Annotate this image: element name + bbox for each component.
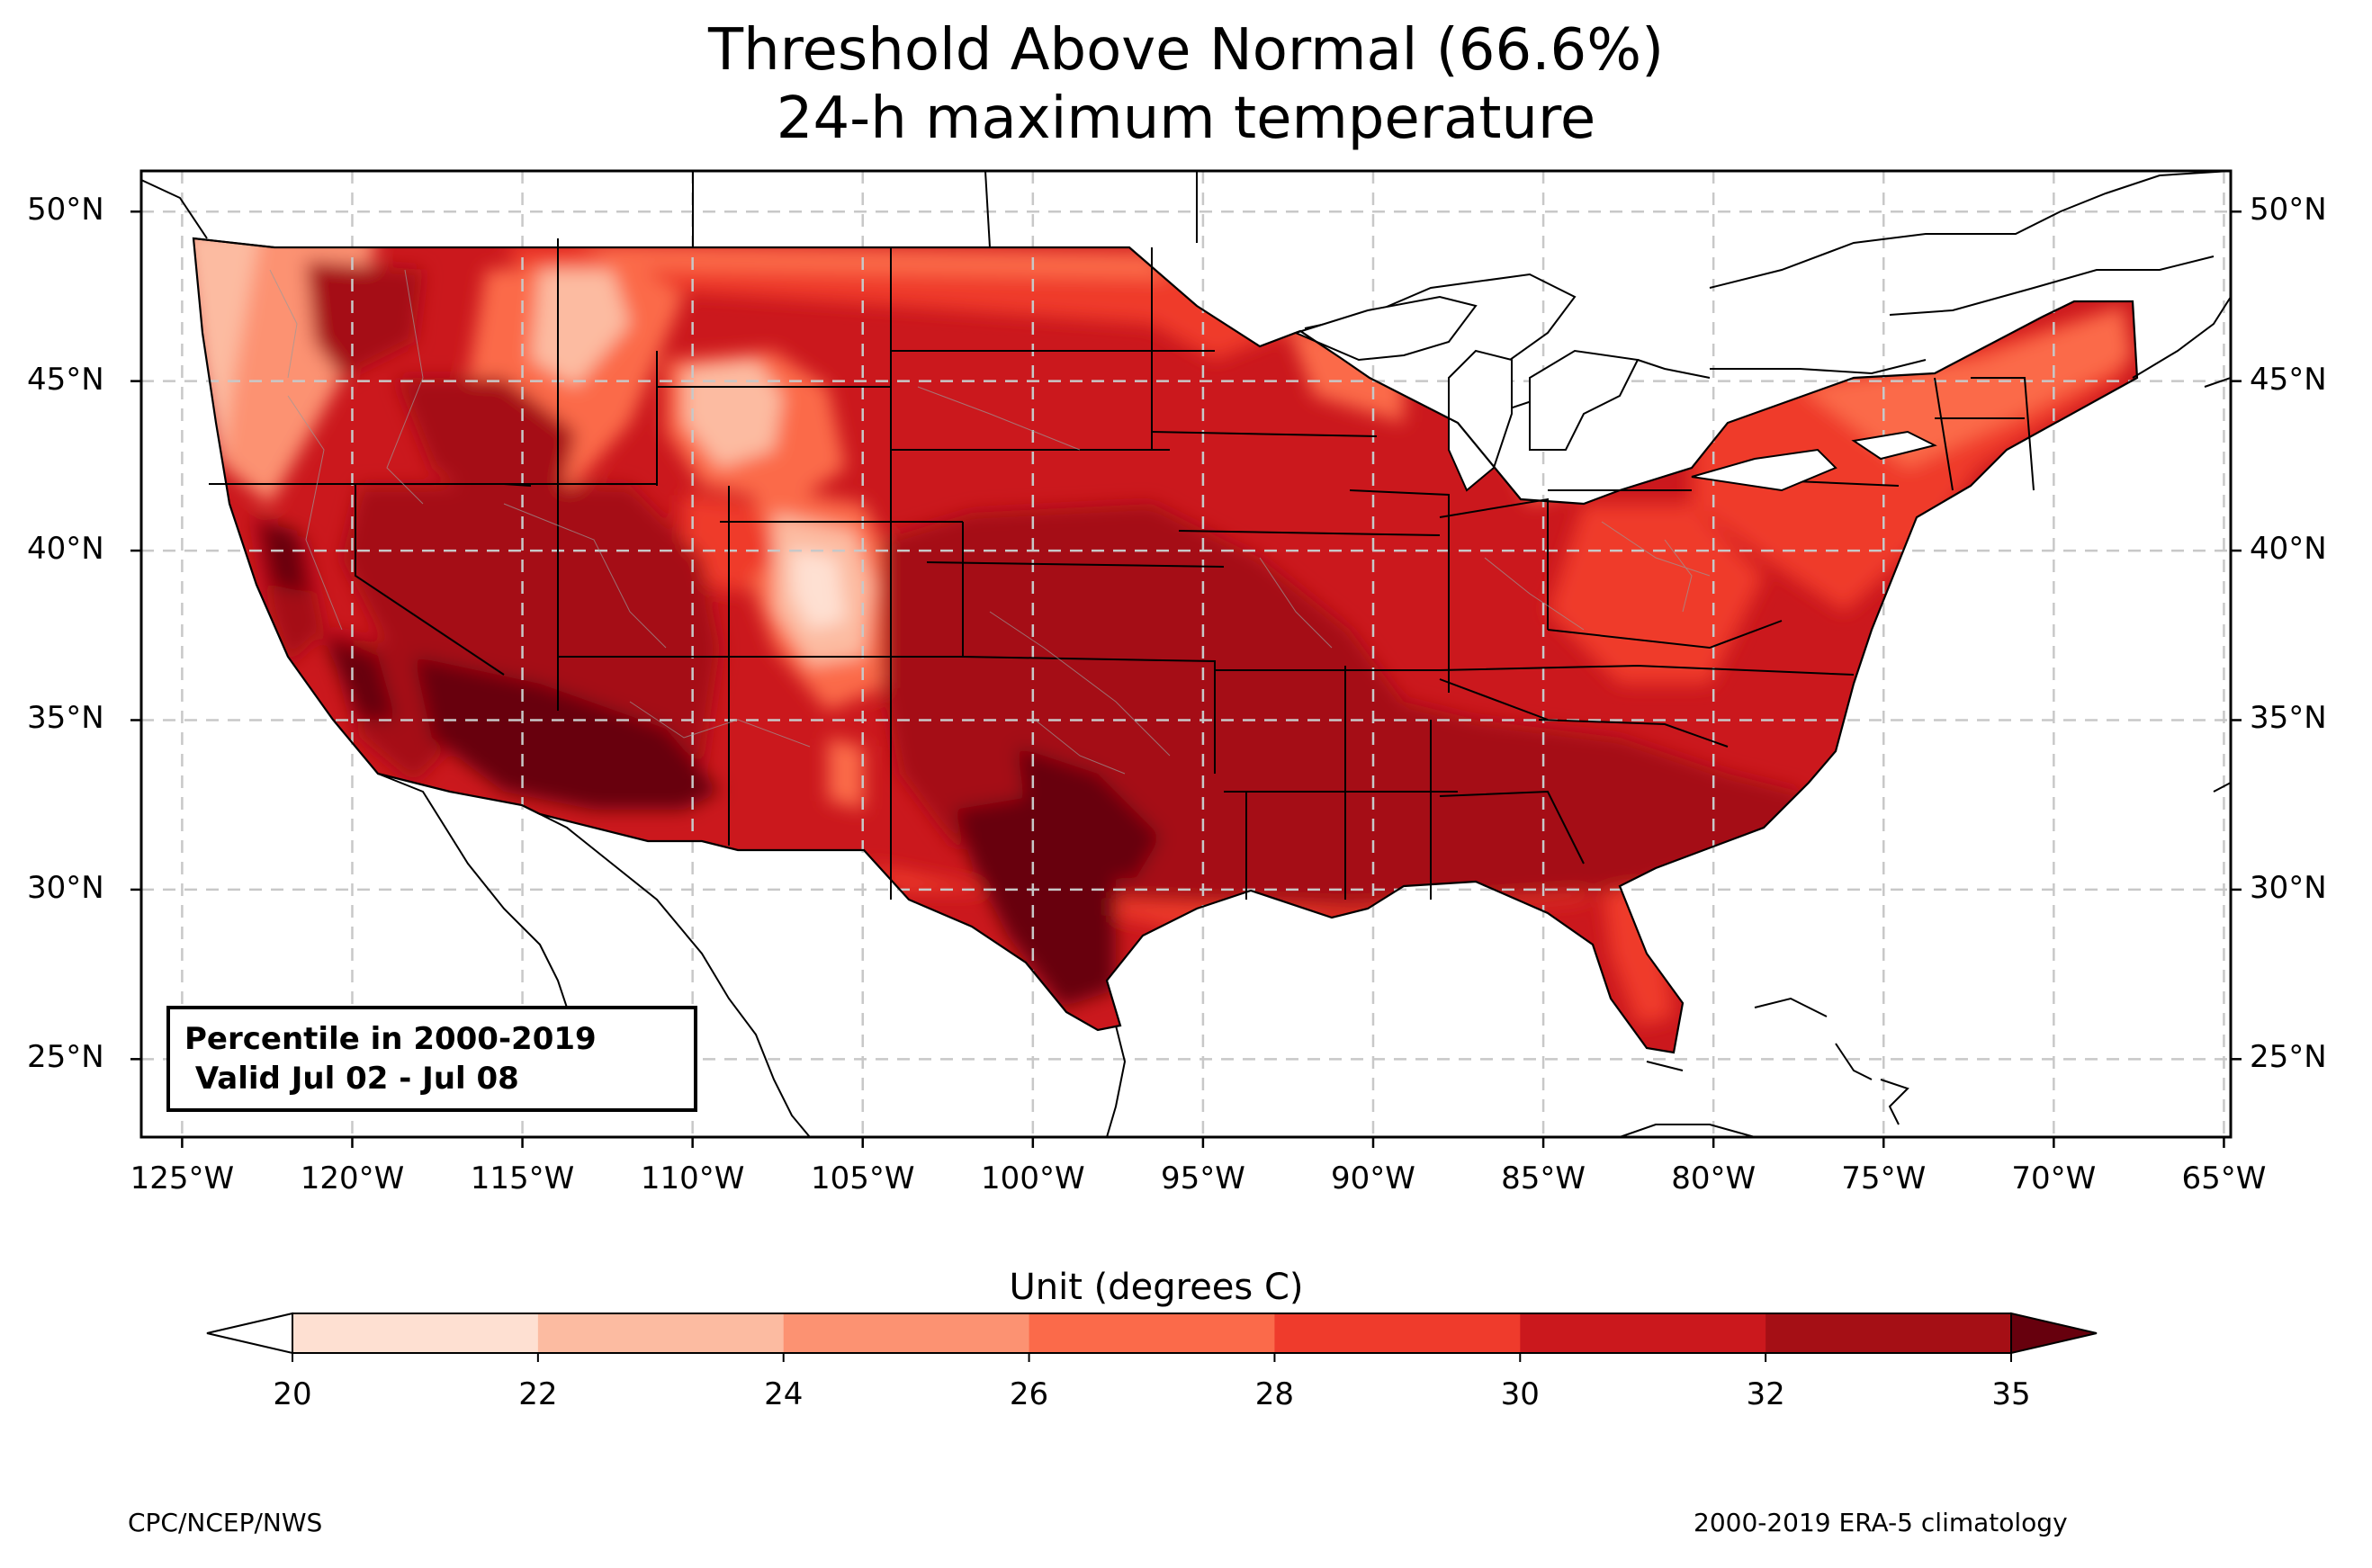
lon-label: 100°W	[981, 1160, 1085, 1196]
colorbar-tick-label: 32	[1746, 1376, 1785, 1412]
lat-label: 50°N	[2250, 192, 2327, 228]
lat-label: 40°N	[2250, 531, 2327, 568]
tick-marks	[130, 210, 2242, 1148]
credit-left: CPC/NCEP/NWS	[128, 1508, 323, 1537]
lon-label: 95°W	[1160, 1160, 1245, 1196]
info-line-1: Percentile in 2000-2019	[184, 1021, 597, 1057]
colorbar-tick-label: 28	[1254, 1376, 1295, 1412]
colorbar-tick-label: 24	[764, 1376, 804, 1412]
lat-label: 35°N	[2250, 700, 2327, 737]
lon-label: 65°W	[2181, 1160, 2267, 1196]
lon-label: 125°W	[130, 1160, 235, 1196]
title-line-2: 24-h maximum temperature	[776, 85, 1596, 152]
colorbar-tick-label: 26	[1009, 1376, 1049, 1412]
great-lakes	[1293, 295, 1937, 492]
colorbar-tick-label: 22	[518, 1376, 558, 1412]
lat-label: 45°N	[27, 361, 104, 398]
lon-label: 110°W	[640, 1160, 745, 1196]
colorbar-tick-label: 35	[1991, 1376, 2031, 1412]
lon-label: 120°W	[300, 1160, 405, 1196]
county-lines	[269, 269, 1711, 775]
title-line-1: Threshold Above Normal (66.6%)	[707, 17, 1665, 84]
lat-label: 50°N	[27, 192, 104, 228]
lon-label: 90°W	[1331, 1160, 1415, 1196]
lat-label: 40°N	[27, 531, 104, 568]
lon-label: 80°W	[1671, 1160, 1757, 1196]
info-box: Percentile in 2000-2019 Valid Jul 02 - J…	[166, 1006, 697, 1112]
lat-label: 45°N	[2250, 361, 2327, 398]
chart-title: Threshold Above Normal (66.6%) 24-h maxi…	[0, 16, 2372, 153]
lat-label: 25°N	[2250, 1039, 2327, 1076]
colorbar-tick-label: 20	[273, 1376, 312, 1412]
credit-right: 2000-2019 ERA-5 climatology	[1694, 1508, 2068, 1537]
lon-label: 105°W	[810, 1160, 915, 1196]
info-line-2: Valid Jul 02 - Jul 08	[184, 1061, 519, 1097]
map-frame	[139, 169, 2233, 1139]
lat-label: 30°N	[27, 869, 104, 906]
lon-label: 75°W	[1841, 1160, 1927, 1196]
colorbar-tick-label: 30	[1500, 1376, 1540, 1412]
lon-label: 85°W	[1501, 1160, 1586, 1196]
lat-label: 25°N	[27, 1039, 104, 1076]
colorbar-title: Unit (degrees C)	[1009, 1267, 1304, 1308]
lon-label: 70°W	[2011, 1160, 2097, 1196]
lon-label: 115°W	[470, 1160, 575, 1196]
lat-label: 35°N	[27, 700, 104, 737]
gridlines	[141, 171, 2231, 1137]
lat-label: 30°N	[2250, 869, 2327, 906]
us-outline	[192, 237, 2139, 1054]
